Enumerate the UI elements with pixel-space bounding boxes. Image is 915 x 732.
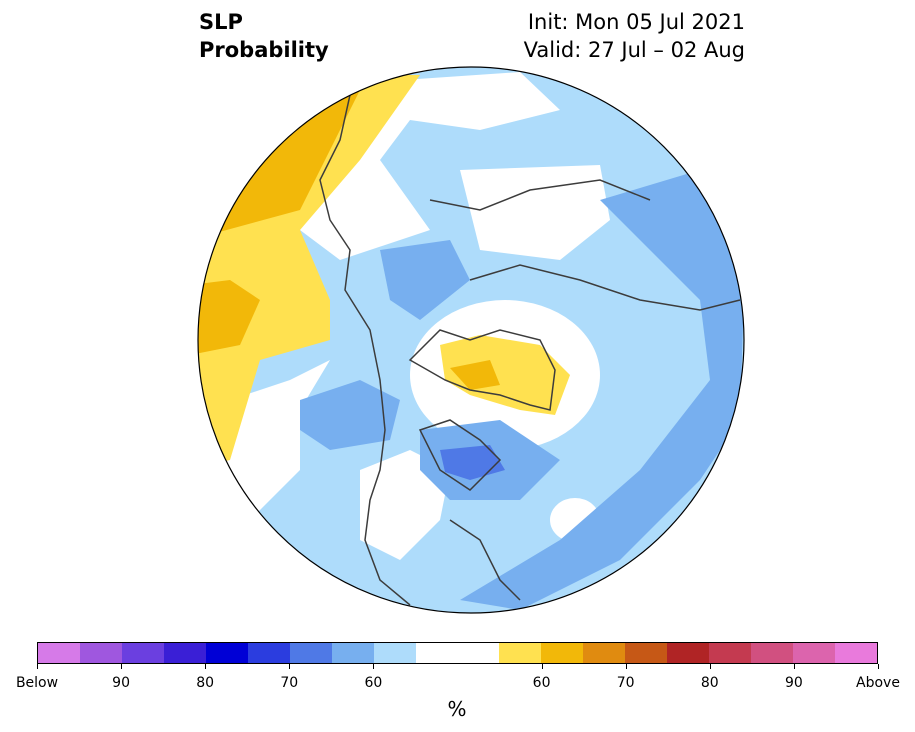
colorbar-tick-label: 80 [700, 675, 719, 691]
colorbar-segment [415, 643, 458, 663]
above-65-greenland [450, 360, 500, 390]
colorbar-tick-label: 70 [280, 675, 299, 691]
colorbar-segment [835, 643, 878, 663]
colorbar [37, 642, 878, 664]
colorbar-tick-label: Above [856, 675, 900, 691]
colorbar-segment [667, 643, 710, 663]
colorbar-segment [205, 643, 248, 663]
colorbar-segment [289, 643, 332, 663]
probability-fill [198, 67, 744, 613]
colorbar-segment [583, 643, 626, 663]
colorbar-tick-label: 70 [616, 675, 635, 691]
colorbar-tick-label: Below [15, 675, 59, 691]
colorbar-segment [541, 643, 584, 663]
colorbar-segment [163, 643, 206, 663]
colorbar-segment [38, 643, 80, 663]
map-title: SLP Probability [199, 8, 329, 64]
below-60-arctic [380, 240, 470, 320]
init-date: Init: Mon 05 Jul 2021 [527, 10, 745, 34]
colorbar-segment [457, 643, 500, 663]
neutral-region-siberia [460, 165, 610, 260]
colorbar-tick-mark [625, 664, 627, 669]
colorbar-tick-mark [205, 664, 207, 669]
colorbar-unit: % [447, 697, 467, 721]
colorbar-tick-mark [541, 664, 543, 669]
valid-date: Valid: 27 Jul – 02 Aug [523, 38, 745, 62]
coastlines [319, 94, 741, 606]
colorbar-segment [499, 643, 542, 663]
colorbar-tick-mark [37, 664, 38, 669]
colorbar-segment [625, 643, 668, 663]
colorbar-tick-label: 90 [112, 675, 131, 691]
above-60-65-pacific-south [198, 280, 260, 355]
above-60-greenland [440, 335, 570, 415]
colorbar-tick-mark [709, 664, 711, 669]
colorbar-tick-label: 60 [364, 675, 383, 691]
colorbar-segment [247, 643, 290, 663]
colorbar-tick-mark [878, 664, 879, 669]
colorbar-tick-mark [373, 664, 375, 669]
below-60-pacific [300, 380, 400, 450]
forecast-dates: Init: Mon 05 Jul 2021 Valid: 27 Jul – 02… [524, 8, 745, 64]
colorbar-tick-label: 80 [196, 675, 215, 691]
colorbar-segment [373, 643, 416, 663]
colorbar-segment [121, 643, 164, 663]
probability-map [197, 66, 745, 614]
colorbar-tick-mark [793, 664, 795, 669]
colorbar-segment [793, 643, 836, 663]
colorbar-tick-label: 60 [532, 675, 551, 691]
colorbar-segment [709, 643, 752, 663]
title-kind: Probability [199, 38, 329, 62]
colorbar-segment [79, 643, 122, 663]
title-variable: SLP [199, 10, 243, 34]
colorbar-tick-mark [121, 664, 123, 669]
below-60-east [460, 170, 744, 610]
colorbar-tick-label: 90 [784, 675, 803, 691]
colorbar-segment [331, 643, 374, 663]
colorbar-tick-mark [289, 664, 291, 669]
map-boundary [197, 66, 745, 614]
colorbar-segment [751, 643, 794, 663]
